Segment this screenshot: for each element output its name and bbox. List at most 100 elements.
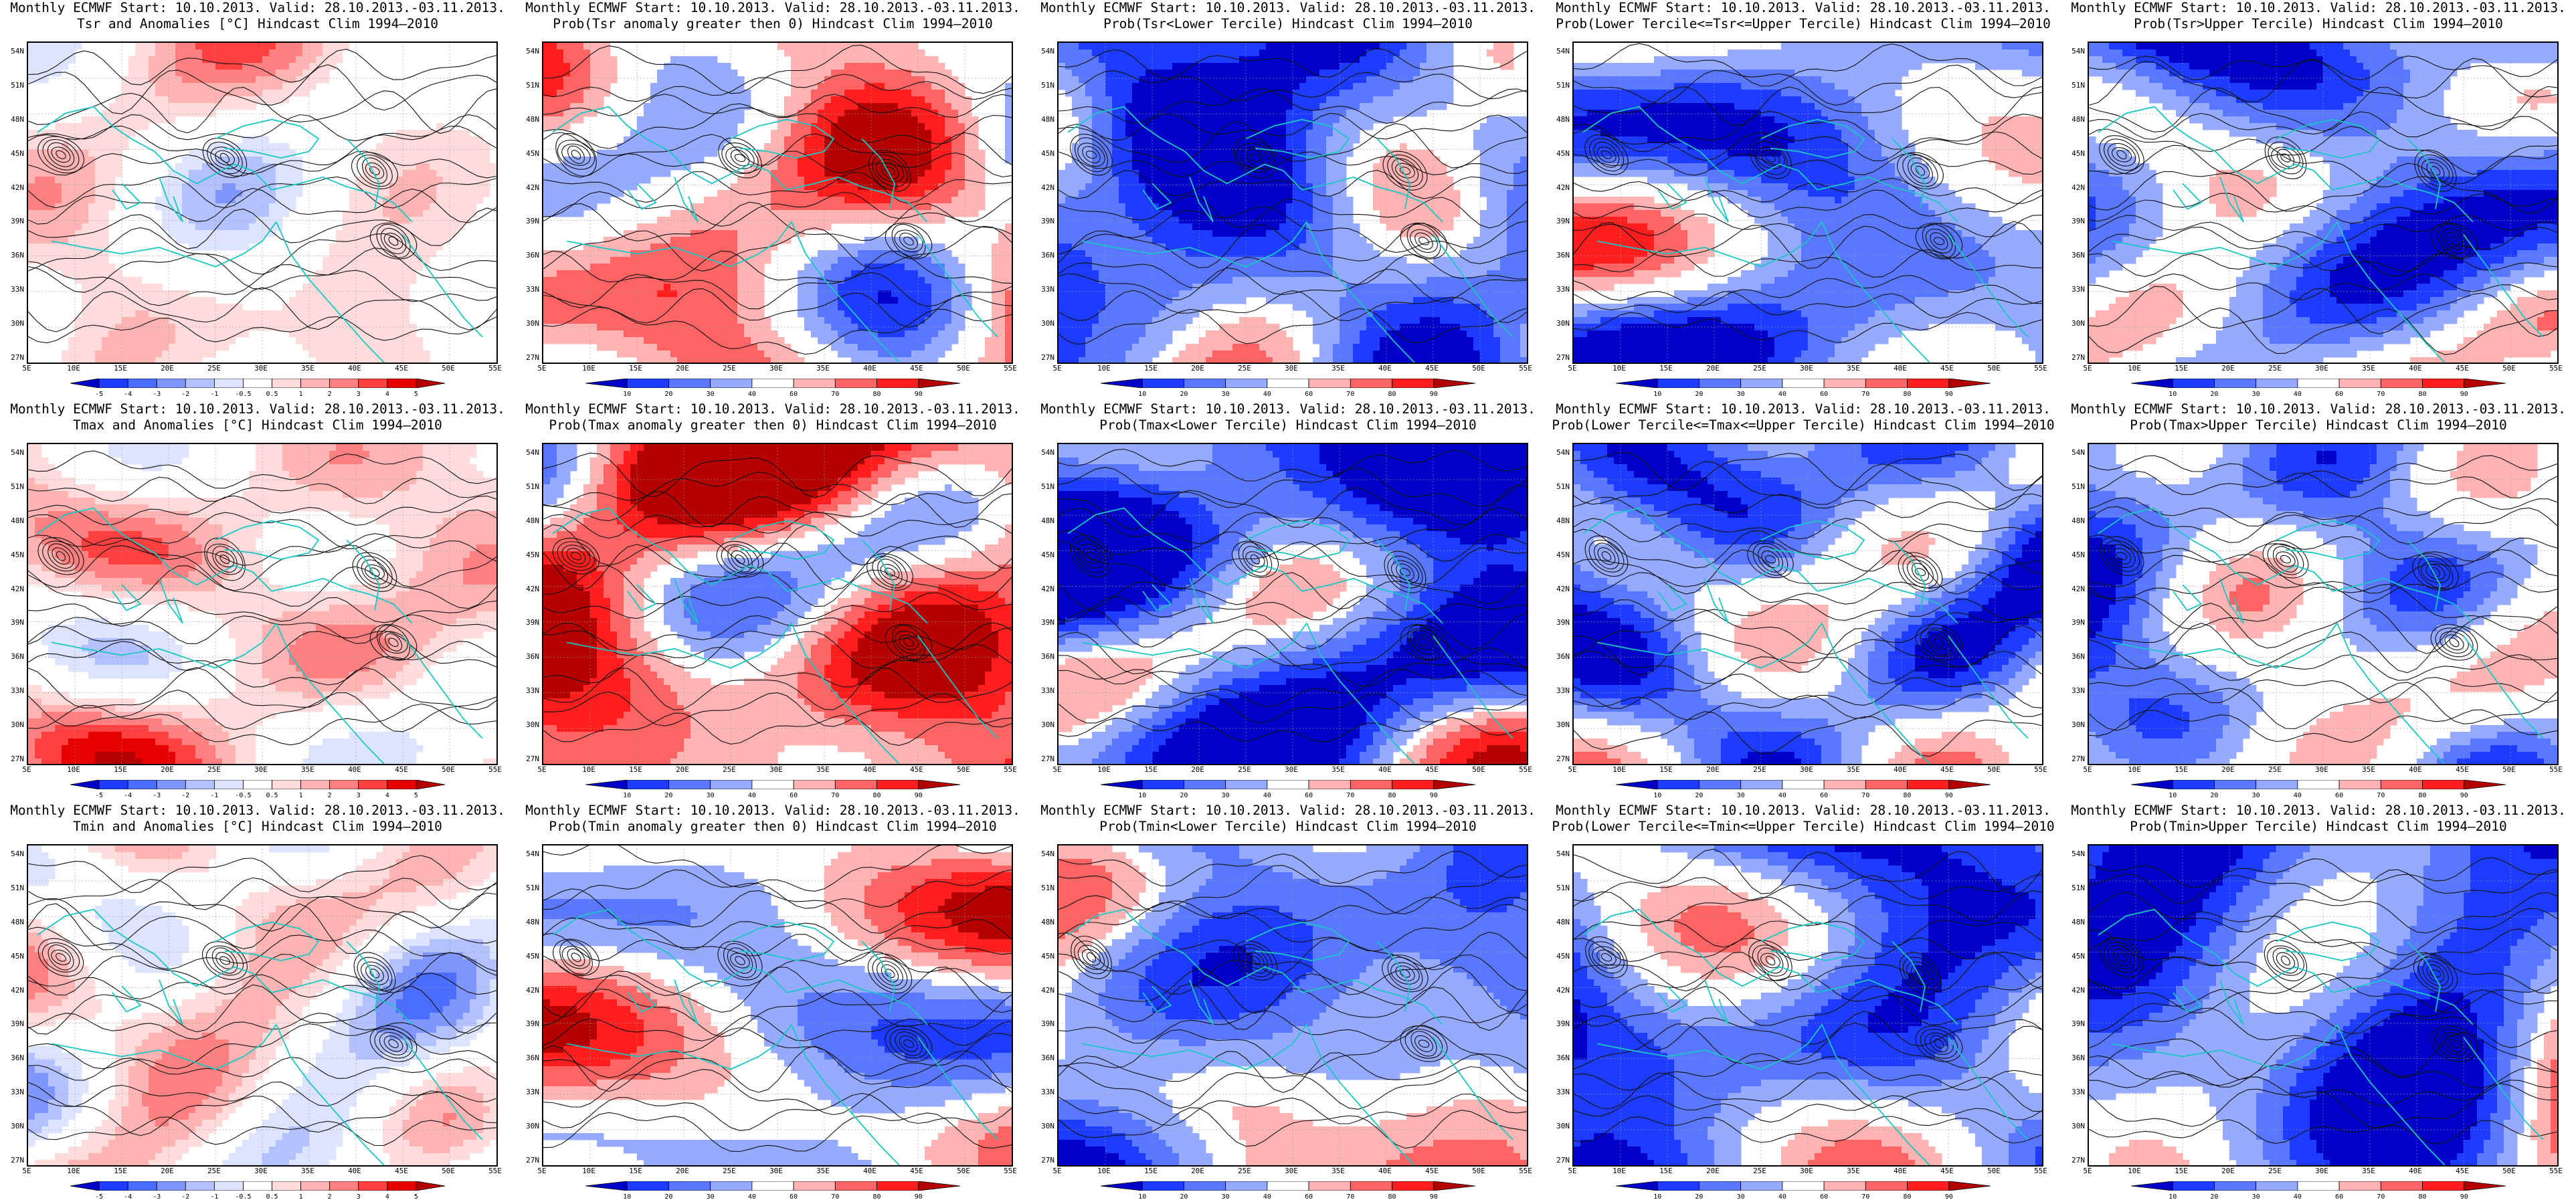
colorbar-label: -4 bbox=[114, 792, 141, 799]
colorbar-label: 3 bbox=[345, 1193, 372, 1201]
panel-title: Monthly ECMWF Start: 10.10.2013. Valid: … bbox=[515, 401, 1030, 433]
lon-label: 35E bbox=[810, 765, 836, 774]
lon-label: 40E bbox=[856, 364, 883, 373]
lon-label: 40E bbox=[1887, 765, 1914, 774]
lon-label: 25E bbox=[201, 765, 227, 774]
colorbar-segment bbox=[127, 379, 157, 388]
lat-label: 30N bbox=[1546, 319, 1570, 328]
lon-label: 25E bbox=[1746, 364, 1773, 373]
colorbar-segment bbox=[1907, 780, 1950, 789]
map-canvas bbox=[1059, 444, 1527, 764]
map-area bbox=[2088, 844, 2559, 1167]
lon-label: 30E bbox=[2308, 765, 2335, 774]
panel-title-line2: Prob(Tsr<Lower Tercile) Hindcast Clim 19… bbox=[1030, 16, 1546, 32]
colorbar-segment bbox=[834, 780, 877, 789]
map-panel-tsr-4: Monthly ECMWF Start: 10.10.2013. Valid: … bbox=[1546, 0, 2061, 401]
colorbar-label: 1 bbox=[288, 792, 314, 799]
coastlines bbox=[1582, 106, 2029, 363]
colorbar-label: 60 bbox=[780, 391, 807, 398]
map-canvas bbox=[1574, 444, 2042, 764]
lon-label: 10E bbox=[1606, 1167, 1633, 1175]
lat-label: 30N bbox=[1030, 1122, 1054, 1130]
lat-label: 27N bbox=[1546, 755, 1570, 763]
colorbar-label: 60 bbox=[2326, 792, 2353, 799]
colorbar-label: 10 bbox=[2159, 391, 2186, 398]
lon-label: 10E bbox=[1091, 1167, 1117, 1175]
colorbar-label: 60 bbox=[780, 1193, 807, 1201]
lon-label: 55E bbox=[482, 765, 509, 774]
panel-title-line1: Monthly ECMWF Start: 10.10.2013. Valid: … bbox=[2061, 401, 2576, 417]
panel-title-line1: Monthly ECMWF Start: 10.10.2013. Valid: … bbox=[2061, 0, 2576, 16]
colorbar-label: -0.5 bbox=[229, 391, 256, 398]
colorbar-segment bbox=[243, 780, 272, 789]
panel-title: Monthly ECMWF Start: 10.10.2013. Valid: … bbox=[0, 401, 515, 433]
colorbar-segment bbox=[1141, 780, 1184, 789]
lat-label: 33N bbox=[515, 285, 539, 294]
map-panel-tmin-3: Monthly ECMWF Start: 10.10.2013. Valid: … bbox=[1030, 803, 1546, 1204]
lon-label: 55E bbox=[997, 1167, 1024, 1175]
colorbar-segment bbox=[1865, 1181, 1908, 1191]
colorbar-segment bbox=[710, 780, 753, 789]
lon-label: 25E bbox=[1231, 765, 1258, 774]
map-canvas bbox=[28, 444, 496, 764]
lon-label: 5E bbox=[1559, 1167, 1586, 1175]
lon-label: 55E bbox=[2027, 364, 2054, 373]
lat-label: 54N bbox=[2061, 47, 2085, 56]
lon-label: 15E bbox=[107, 364, 134, 373]
colorbar bbox=[1616, 1181, 1991, 1191]
colorbar bbox=[1101, 780, 1475, 789]
lat-label: 36N bbox=[1546, 251, 1570, 260]
lon-label: 35E bbox=[2355, 364, 2382, 373]
colorbar-segment bbox=[300, 780, 331, 789]
isolines bbox=[28, 49, 496, 344]
lat-label: 39N bbox=[2061, 618, 2085, 627]
lat-label: 42N bbox=[1546, 986, 1570, 995]
colorbar-label: 40 bbox=[1254, 1193, 1281, 1201]
panel-title-line1: Monthly ECMWF Start: 10.10.2013. Valid: … bbox=[515, 0, 1030, 16]
colorbar-segment bbox=[1267, 1181, 1309, 1191]
colorbar-segment bbox=[626, 379, 669, 388]
colorbar-label: 30 bbox=[697, 1193, 724, 1201]
lon-label: 10E bbox=[60, 765, 87, 774]
lat-label: 42N bbox=[2061, 585, 2085, 593]
colorbar-label: -5 bbox=[86, 391, 112, 398]
colorbar-label: -1 bbox=[201, 391, 227, 398]
map-canvas bbox=[543, 43, 1012, 363]
colorbar-segment bbox=[1433, 379, 1475, 388]
colorbar-label: 90 bbox=[905, 1193, 932, 1201]
lat-label: 45N bbox=[2061, 550, 2085, 559]
colorbar-label: 10 bbox=[2159, 1193, 2186, 1201]
lat-label: 45N bbox=[0, 550, 24, 559]
colorbar-label: -1 bbox=[201, 1193, 227, 1201]
isolines bbox=[1574, 848, 2042, 1144]
lon-label: 30E bbox=[2308, 1167, 2335, 1175]
colorbar-label: 30 bbox=[2243, 792, 2270, 799]
map-panel-tsr-3: Monthly ECMWF Start: 10.10.2013. Valid: … bbox=[1030, 0, 1546, 401]
colorbar-label: 20 bbox=[655, 792, 682, 799]
panel-title-line1: Monthly ECMWF Start: 10.10.2013. Valid: … bbox=[515, 803, 1030, 819]
lon-label: 25E bbox=[1231, 1167, 1258, 1175]
isolines bbox=[2089, 857, 2557, 1144]
map-area bbox=[1057, 41, 1528, 364]
colorbar-segment bbox=[358, 1181, 388, 1191]
colorbar-label: 40 bbox=[2284, 1193, 2311, 1201]
lon-label: 35E bbox=[810, 364, 836, 373]
lon-label: 45E bbox=[388, 765, 415, 774]
map-panel-tmin-4: Monthly ECMWF Start: 10.10.2013. Valid: … bbox=[1546, 803, 2061, 1204]
lat-label: 42N bbox=[515, 986, 539, 995]
map-area bbox=[2088, 443, 2559, 765]
lon-label: 40E bbox=[2402, 1167, 2429, 1175]
map-panel-tmax-2: Monthly ECMWF Start: 10.10.2013. Valid: … bbox=[515, 401, 1030, 803]
lat-label: 36N bbox=[2061, 1054, 2085, 1062]
panel-title: Monthly ECMWF Start: 10.10.2013. Valid: … bbox=[1546, 0, 2061, 32]
lat-label: 39N bbox=[1030, 1019, 1054, 1028]
colorbar-segment bbox=[1350, 379, 1392, 388]
colorbar bbox=[585, 780, 960, 789]
lat-label: 39N bbox=[1030, 217, 1054, 225]
colorbar-segment bbox=[1782, 780, 1825, 789]
lat-label: 36N bbox=[1030, 652, 1054, 661]
lat-label: 48N bbox=[2061, 516, 2085, 525]
lon-label: 40E bbox=[1372, 765, 1398, 774]
panel-title: Monthly ECMWF Start: 10.10.2013. Valid: … bbox=[1546, 401, 2061, 433]
colorbar-label: 40 bbox=[1254, 792, 1281, 799]
